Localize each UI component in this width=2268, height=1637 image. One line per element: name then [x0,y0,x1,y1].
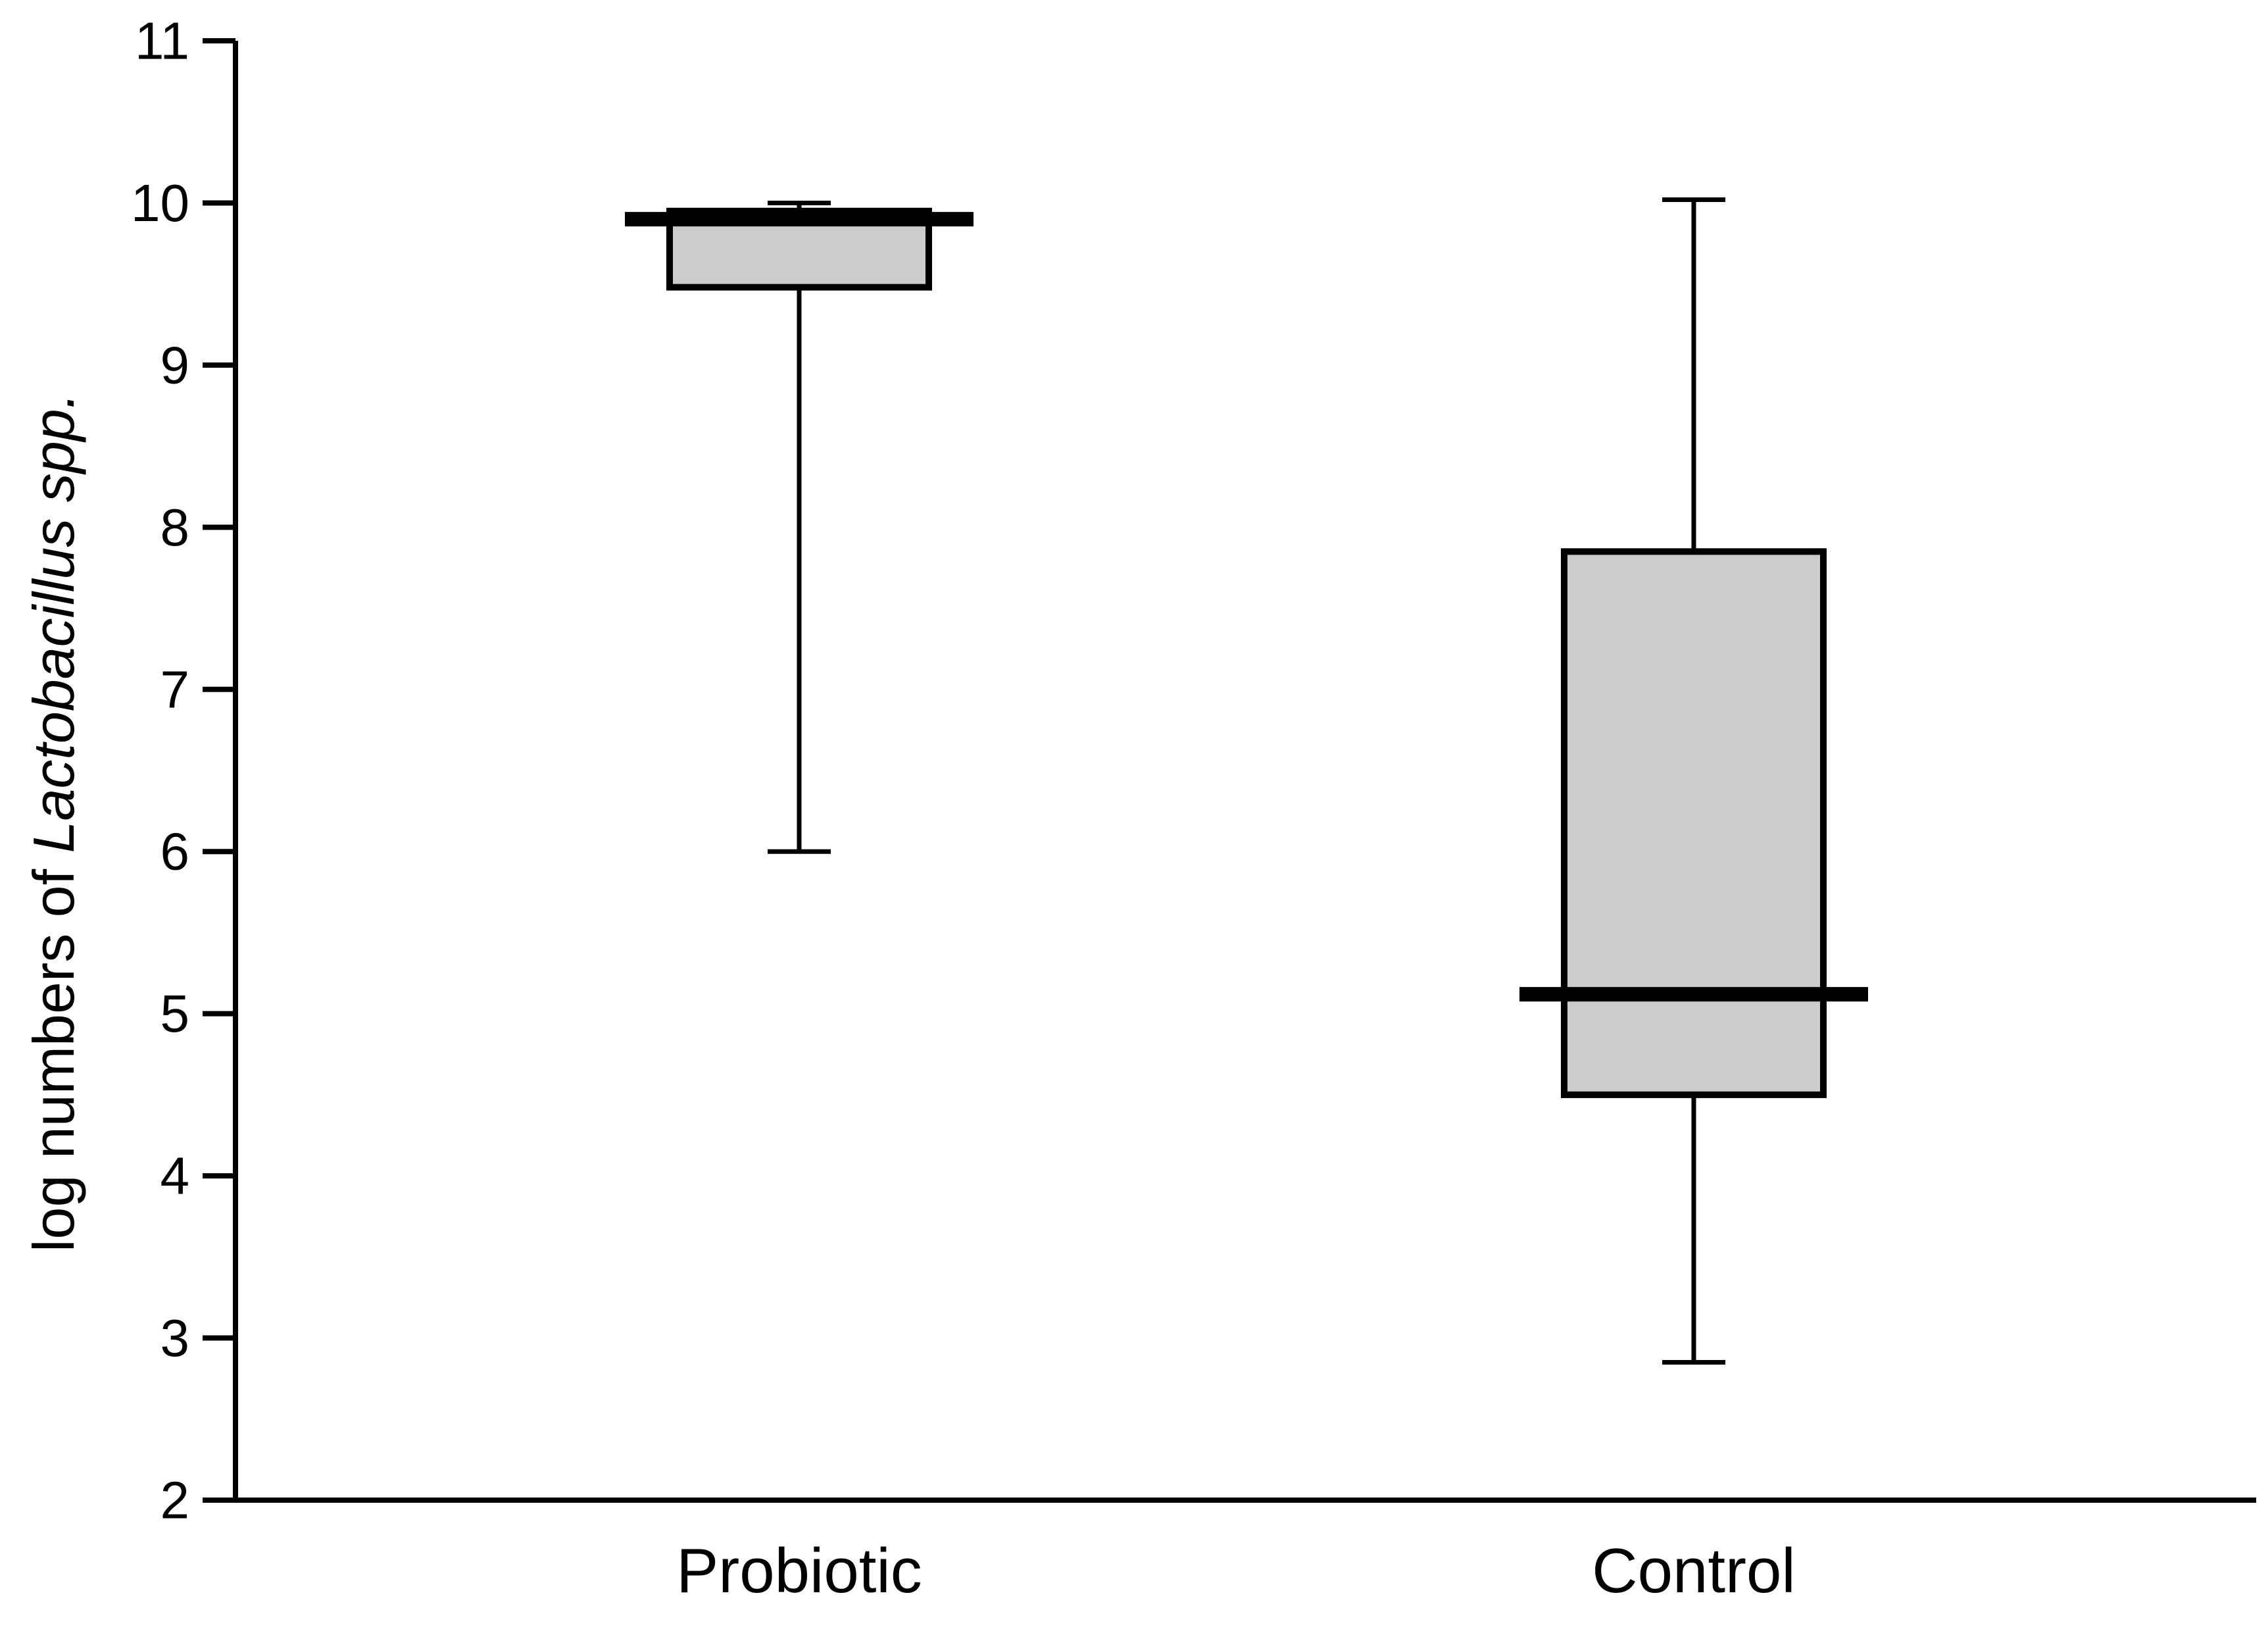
y-tick-label: 3 [160,1309,190,1367]
y-tick-label: 7 [160,660,190,718]
y-axis-ticks: 2 3 4 5 6 7 8 9 10 11 [131,12,235,1530]
y-tick-label: 2 [160,1471,190,1530]
category-label: Probiotic [676,1536,922,1606]
y-tick-label: 4 [160,1147,190,1205]
y-tick-label: 10 [131,174,189,232]
y-tick-label: 11 [135,12,189,70]
boxes [625,197,1868,1365]
y-tick-label: 8 [160,498,190,557]
category-labels: Probiotic Control [676,1536,1795,1606]
y-tick-label: 6 [160,822,190,881]
category-label: Control [1592,1536,1795,1606]
box-control [1519,197,1868,1365]
y-axis-label-prefix: log numbers of [21,853,86,1252]
iqr-box [1561,548,1827,1098]
y-tick-label: 9 [160,336,190,394]
y-axis-label: log numbers of Lactobacillus spp. [21,393,86,1252]
box-probiotic [625,200,974,854]
y-tick-label: 5 [160,984,190,1043]
y-axis-label-italic: Lactobacillus spp. [21,393,86,853]
